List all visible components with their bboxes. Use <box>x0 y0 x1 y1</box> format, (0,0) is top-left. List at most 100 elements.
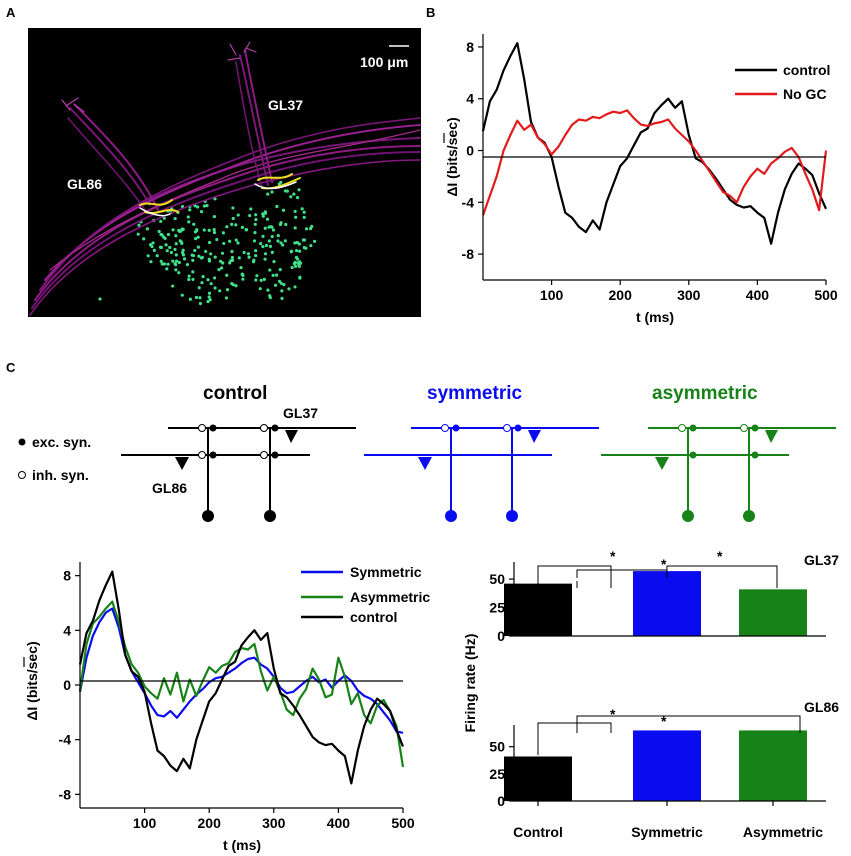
cell-dot <box>207 228 211 232</box>
cell-dot <box>230 249 234 254</box>
cell-dot <box>254 253 258 258</box>
schematic-asymmetric: asymmetric <box>601 383 836 522</box>
cell-dot <box>194 295 199 300</box>
cell-dot <box>142 237 146 241</box>
chart-b-xtick-label: 400 <box>746 287 770 303</box>
cell-dot <box>247 255 251 259</box>
cell-dot <box>276 234 280 238</box>
cell-dot <box>266 192 270 196</box>
schematic-control: control GL37 GL86 <box>121 383 356 522</box>
bar-gl86-sig-1: * <box>610 706 616 722</box>
cell-dot <box>199 256 203 260</box>
cell-dot <box>234 284 238 288</box>
cell-dot <box>230 255 234 260</box>
cell-dot <box>155 254 159 258</box>
cell-dot <box>295 196 300 200</box>
cell-dot <box>207 240 212 245</box>
cell-dot <box>180 251 185 255</box>
cell-dot <box>158 245 163 249</box>
cell-dot <box>231 206 235 210</box>
chart-c-xlabel: t (ms) <box>223 837 261 853</box>
cell-dot <box>202 228 206 232</box>
cell-dot <box>263 257 267 261</box>
cell-dot <box>151 241 155 245</box>
bar-chart-gl37-bars <box>504 571 807 636</box>
cell-dot <box>177 228 181 232</box>
cell-dot <box>289 195 293 199</box>
cell-dot <box>212 215 216 219</box>
cell-dot <box>278 268 282 272</box>
cell-dot <box>207 257 211 261</box>
category-label: Control <box>513 824 563 840</box>
gl37-label: GL37 <box>268 97 303 113</box>
cell-dot <box>187 220 191 224</box>
cell-dot <box>271 228 276 232</box>
cell-dot <box>208 298 212 302</box>
bar-gl86-ytick-label: 25 <box>489 766 505 782</box>
cell-dot <box>166 262 170 266</box>
exc-synapse-label: exc. syn. <box>32 434 91 450</box>
cell-dot <box>295 249 299 253</box>
chart-b-xlabel: t (ms) <box>636 309 674 325</box>
chart-c-xtick-label: 400 <box>327 815 351 831</box>
cell-dot <box>173 247 177 252</box>
micrograph-background <box>28 28 421 317</box>
cell-dot <box>200 281 204 285</box>
cell-dot <box>171 228 175 232</box>
cell-dot <box>268 244 273 248</box>
cell-dot <box>230 282 234 286</box>
cell-dot <box>234 238 238 242</box>
cell-dot <box>239 265 243 270</box>
cell-dot <box>159 233 163 237</box>
cell-dot <box>240 272 244 276</box>
cell-dot <box>253 230 257 235</box>
cell-dot <box>161 235 166 239</box>
scale-label: 100 μm <box>360 54 408 70</box>
bar-gl37-ytick-label: 50 <box>489 571 505 587</box>
cell-dot <box>231 216 235 221</box>
cell-dot <box>160 262 164 266</box>
cell-dot <box>198 301 202 306</box>
cell-dot <box>259 241 263 246</box>
cell-dot <box>218 289 222 293</box>
cell-dot <box>281 243 285 247</box>
cell-dot <box>174 268 178 272</box>
bar-gl86-sig-2: * <box>661 713 667 729</box>
cell-dot <box>275 273 279 277</box>
cell-dot <box>149 260 153 264</box>
cell-dot <box>207 291 212 295</box>
bar-gl37-bar-asymmetric <box>739 589 807 636</box>
chart-c-ytick-label: 8 <box>63 568 71 584</box>
bar-gl37-bar-symmetric <box>633 571 701 636</box>
cell-dot <box>280 296 284 300</box>
cell-dot <box>298 261 303 265</box>
cell-dot <box>98 297 102 301</box>
cell-dot <box>220 266 224 270</box>
cell-dot <box>287 287 291 291</box>
chart-b-xtick-label: 100 <box>540 287 564 303</box>
schematic-legend: exc. syn. inh. syn. <box>18 434 91 483</box>
cell-dot <box>165 267 169 271</box>
cell-dot <box>295 240 299 245</box>
cell-dot <box>192 222 196 226</box>
cell-dot <box>242 250 246 255</box>
chart-b-series-control <box>481 41 828 245</box>
cell-dot <box>198 296 202 300</box>
cell-dot <box>261 234 265 238</box>
cell-dot <box>297 188 301 192</box>
cell-dot <box>209 282 213 286</box>
cell-dot <box>202 204 207 208</box>
chart-b-xtick-label: 200 <box>609 287 633 303</box>
cell-dot <box>207 295 211 299</box>
cell-dot <box>165 249 169 253</box>
cell-dot <box>146 254 150 258</box>
cell-dot <box>173 216 177 221</box>
cell-dot <box>270 250 274 254</box>
chart-c-xtick-label: 200 <box>198 815 222 831</box>
cell-dot <box>270 190 274 194</box>
cell-dot <box>159 259 163 263</box>
cell-dot <box>215 237 219 242</box>
chart-c-legend: Symmetric Asymmetric control <box>301 564 430 625</box>
cell-dot <box>145 227 150 231</box>
bar-gl37-ytick-label: 25 <box>489 600 505 616</box>
